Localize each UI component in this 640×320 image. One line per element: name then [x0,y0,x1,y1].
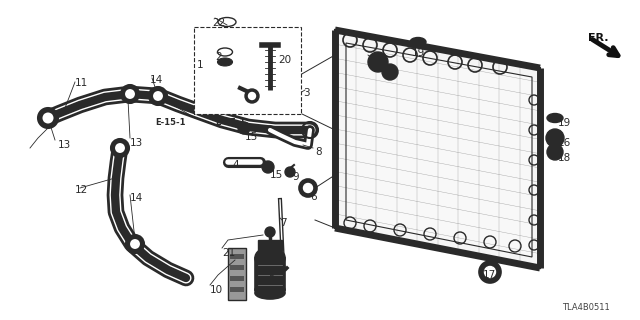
Text: 19: 19 [412,48,425,58]
Text: 1: 1 [197,60,204,70]
Circle shape [38,108,58,128]
Text: 5: 5 [268,272,275,282]
Circle shape [299,179,317,197]
Ellipse shape [547,114,563,123]
Circle shape [121,85,139,103]
Text: 8: 8 [315,147,322,157]
Bar [230,287,244,292]
Circle shape [245,89,259,103]
Circle shape [126,235,144,253]
Text: 13: 13 [130,138,143,148]
Circle shape [149,87,167,105]
Circle shape [262,161,274,173]
Text: 9: 9 [292,172,299,182]
Circle shape [248,92,255,100]
Circle shape [546,129,564,147]
Bar [230,254,244,259]
Bar [255,255,285,293]
Text: FR.: FR. [588,33,609,43]
Ellipse shape [218,58,232,66]
Circle shape [238,122,250,134]
Text: 7: 7 [280,218,287,228]
Text: 16: 16 [558,138,572,148]
Circle shape [368,52,388,72]
Text: E-15-1: E-15-1 [155,118,186,127]
Text: 10: 10 [210,285,223,295]
Text: 17: 17 [483,270,496,280]
Text: 20: 20 [278,55,291,65]
Circle shape [265,227,275,237]
Text: 6: 6 [310,192,317,202]
Circle shape [130,239,140,249]
Text: 19: 19 [558,118,572,128]
Text: 12: 12 [75,185,88,195]
Ellipse shape [255,247,285,269]
Text: 13: 13 [58,140,71,150]
Circle shape [479,261,501,283]
Circle shape [42,113,54,124]
Circle shape [115,143,125,153]
Ellipse shape [255,287,285,299]
Text: 11: 11 [75,78,88,88]
Circle shape [484,267,495,277]
Polygon shape [335,30,540,268]
Text: 14: 14 [130,193,143,203]
Text: 14: 14 [150,75,163,85]
Ellipse shape [410,37,426,46]
Bar [228,248,246,300]
Text: 15: 15 [245,132,259,142]
Text: 18: 18 [385,68,398,78]
Text: 16: 16 [368,55,381,65]
Polygon shape [346,43,532,257]
Text: 4: 4 [232,160,239,170]
Bar [230,276,244,281]
Circle shape [285,167,295,177]
Circle shape [153,91,163,101]
Circle shape [125,89,135,99]
Text: 18: 18 [558,153,572,163]
Text: 3: 3 [303,88,310,98]
Circle shape [303,183,312,193]
Circle shape [547,144,563,160]
Text: E-15-1: E-15-1 [215,118,246,127]
Text: TLA4B0511: TLA4B0511 [563,303,610,312]
FancyBboxPatch shape [194,27,301,114]
Bar [230,265,244,270]
Bar [258,240,282,250]
Text: 21: 21 [222,248,236,258]
Circle shape [382,64,398,80]
Text: 15: 15 [270,170,284,180]
Circle shape [111,139,129,157]
Text: 2: 2 [215,52,221,62]
Text: 22: 22 [212,18,225,28]
